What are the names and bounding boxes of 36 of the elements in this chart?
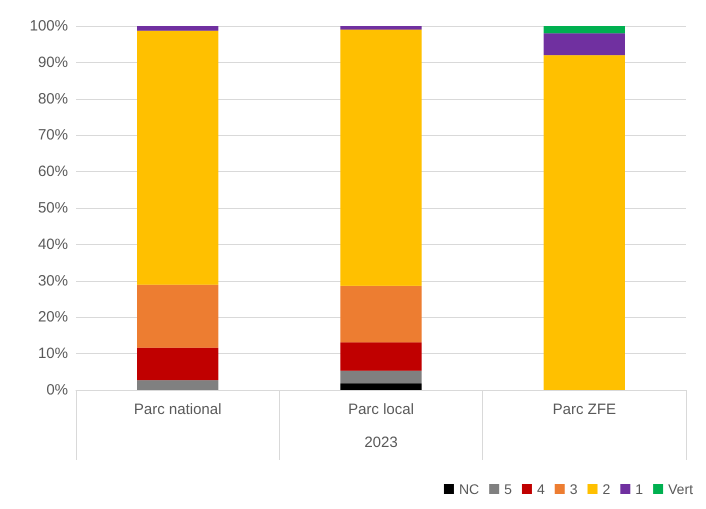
x-tick-label: Parc national [134, 401, 222, 418]
y-tick-label: 30% [38, 272, 68, 290]
y-tick-label: 20% [38, 308, 68, 326]
bar [340, 30, 422, 286]
x-tick-label: Parc ZFE [552, 401, 616, 418]
bar [137, 380, 218, 390]
y-tick-label: 40% [38, 236, 68, 253]
legend-label: NC [458, 481, 480, 497]
bar [340, 383, 422, 390]
bar [340, 342, 422, 371]
legend-label: 5 [504, 481, 512, 497]
bar [137, 348, 218, 380]
y-tick-label: 10% [38, 345, 68, 362]
bar [340, 26, 422, 30]
y-tick-label: 0% [46, 382, 68, 398]
y-tick-label: 80% [38, 90, 68, 108]
legend-label: 2 [602, 481, 611, 497]
bar [544, 33, 625, 56]
x-axis-title: 2023 [364, 434, 398, 451]
bar [137, 284, 218, 348]
bar [137, 30, 218, 285]
bar [544, 55, 625, 390]
y-tick-label: 100% [30, 18, 68, 34]
bar [340, 370, 422, 384]
y-tick-label: 60% [38, 163, 68, 180]
bar [544, 26, 625, 34]
y-tick-label: 50% [38, 200, 68, 216]
legend-label: 1 [635, 481, 644, 497]
legend-label: 4 [536, 481, 545, 497]
x-tick-label: Parc local [348, 401, 414, 418]
bar [340, 286, 422, 342]
bar [137, 26, 218, 31]
legend-label: Vert [668, 481, 694, 497]
y-tick-label: 90% [38, 54, 68, 71]
legend-label: 3 [570, 481, 578, 497]
y-tick-label: 70% [38, 126, 68, 144]
